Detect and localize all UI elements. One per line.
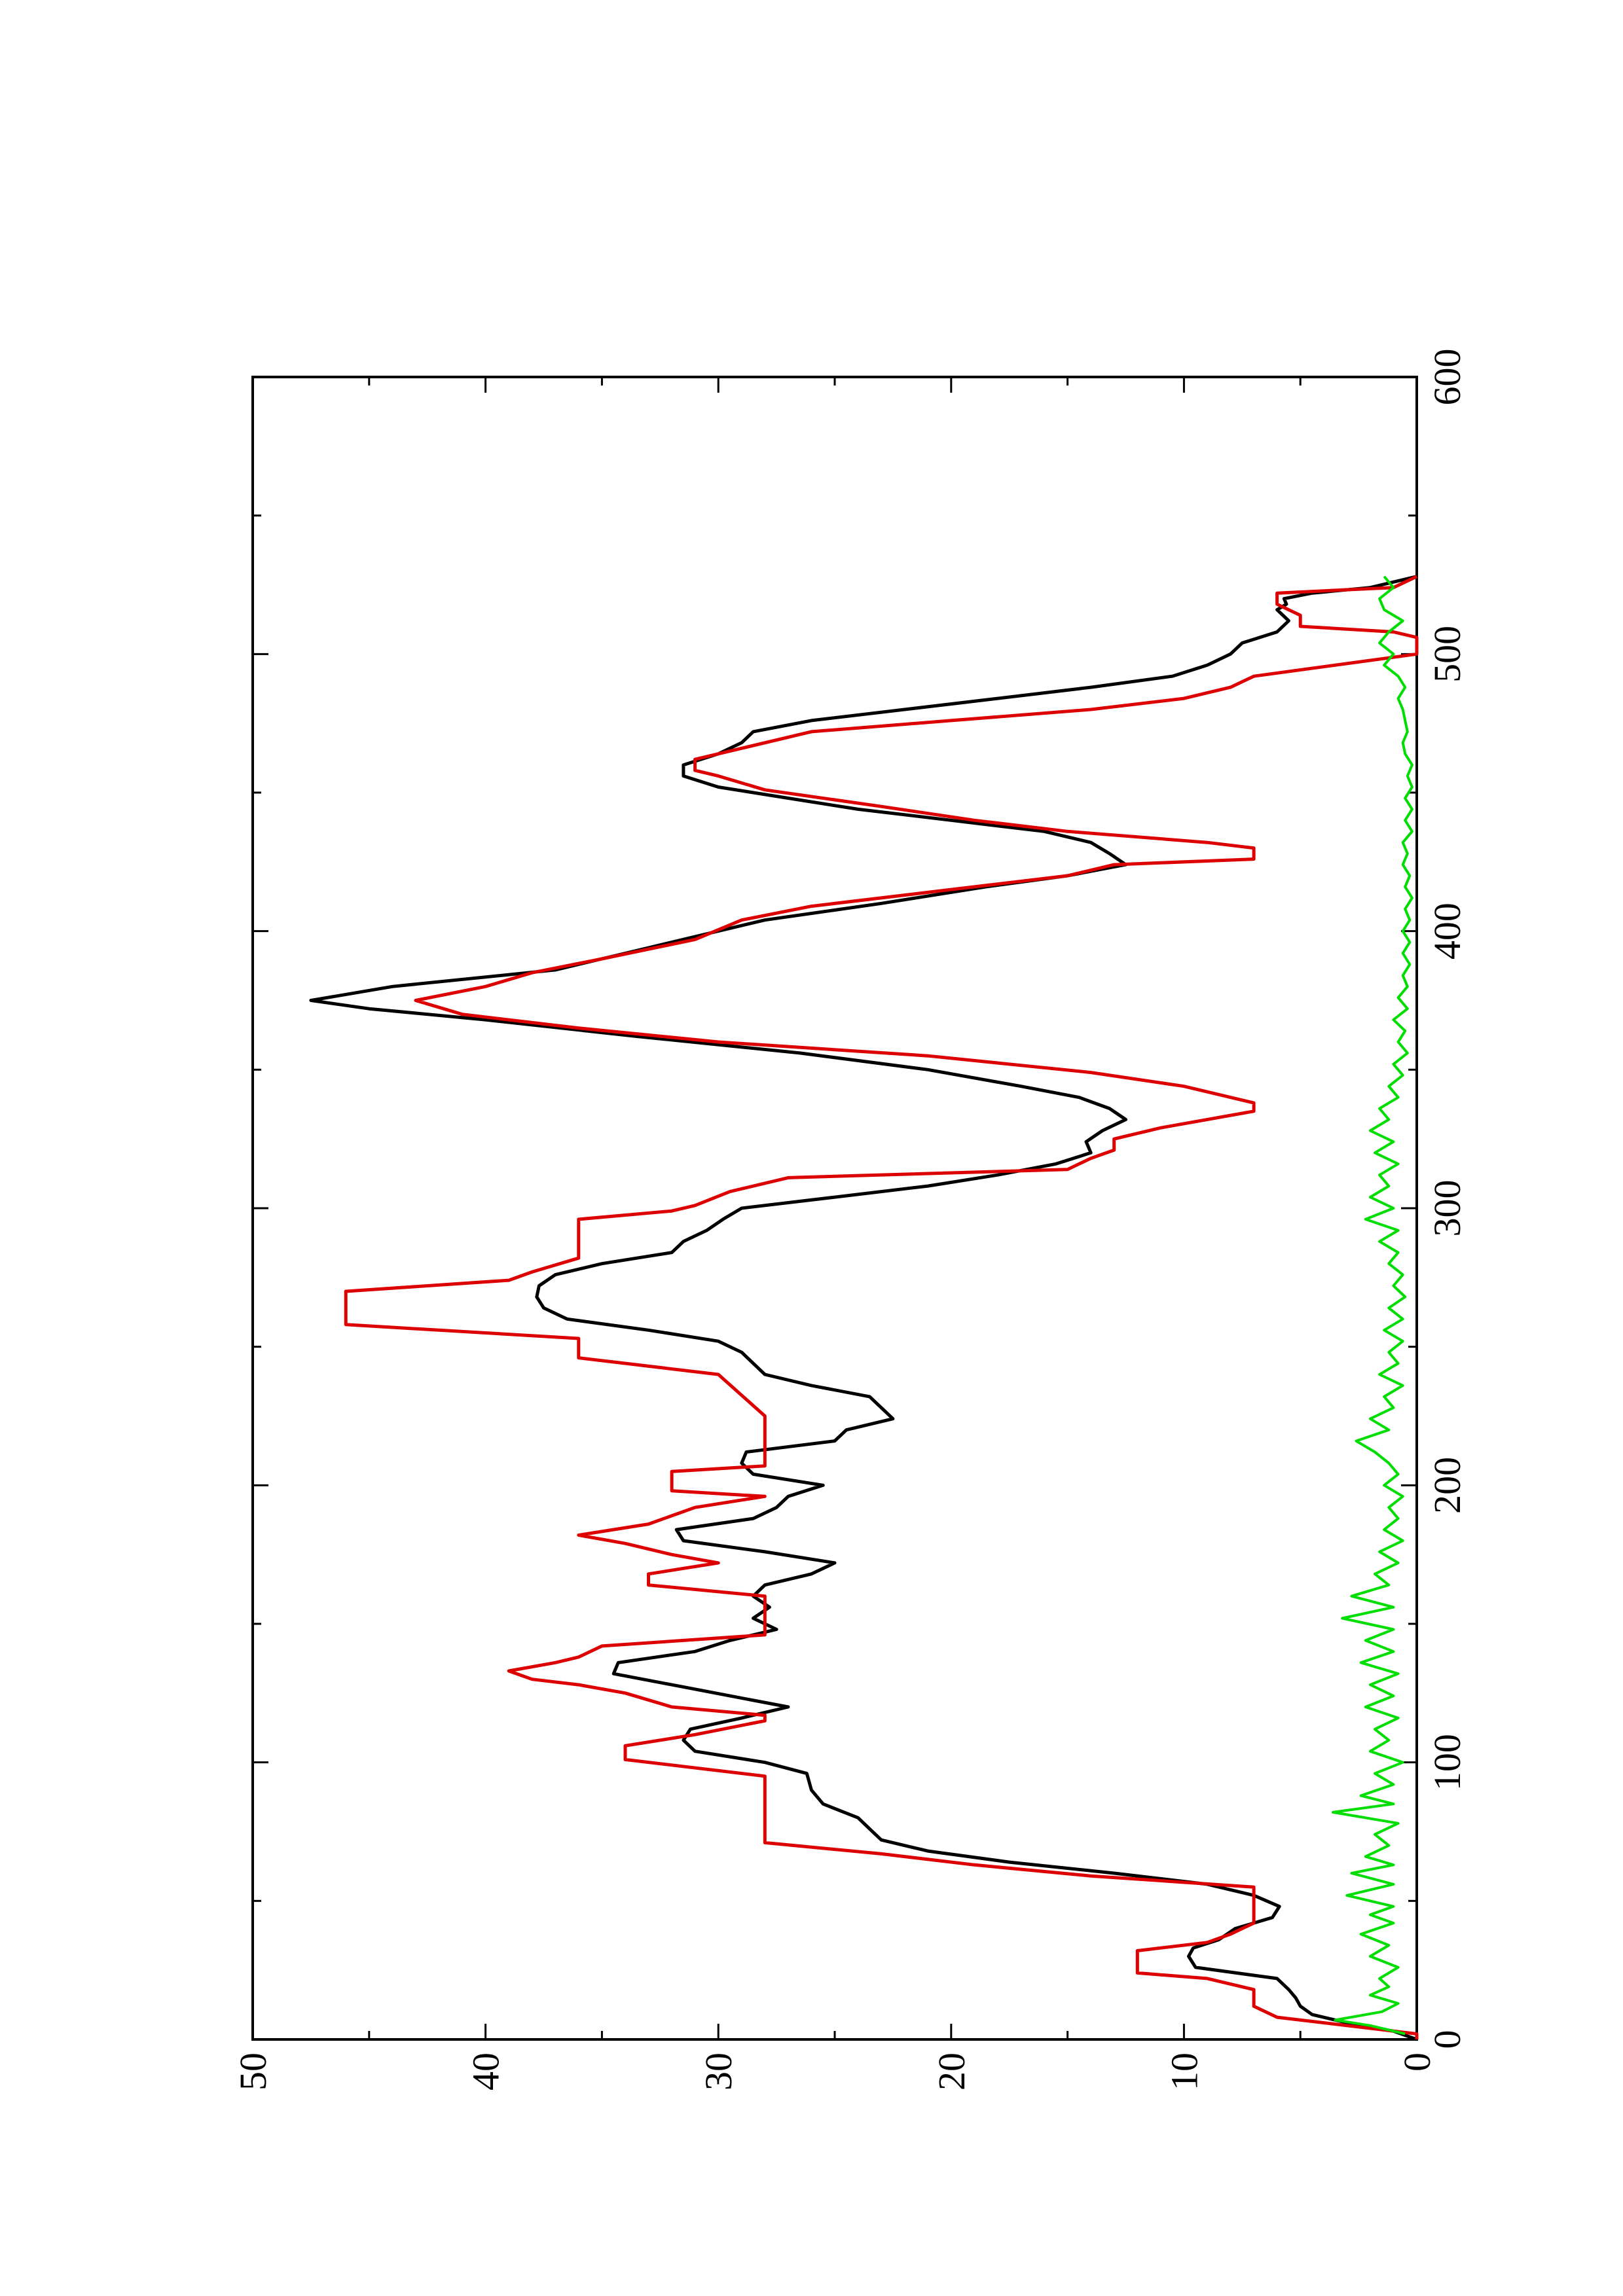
x-tick-label: 200 [1426, 1457, 1468, 1514]
y-tick-label: 10 [1163, 2053, 1205, 2090]
x-tick-label: 500 [1426, 626, 1468, 683]
y-tick-labels: 0 10 20 30 40 50 [232, 2053, 1438, 2090]
x-tick-labels: 0 100 200 300 400 500 600 [1426, 349, 1468, 2049]
series-line-2 [344, 575, 1419, 2039]
y-tick-label: 30 [697, 2053, 740, 2090]
plot-frame [251, 376, 1418, 2041]
major-ticks [251, 376, 1418, 2041]
x-tick-label: 0 [1426, 2030, 1468, 2049]
y-tick-label: 20 [930, 2053, 973, 2090]
y-tick-label: 50 [232, 2053, 274, 2090]
x-tick-label: 300 [1426, 1180, 1468, 1237]
series-line-3 [1332, 575, 1413, 2036]
x-tick-label: 100 [1426, 1734, 1468, 1791]
y-tick-label: 0 [1396, 2053, 1438, 2072]
minor-ticks [253, 377, 1417, 2039]
series-line-1 [309, 575, 1417, 2041]
series-layer [309, 575, 1419, 2041]
x-tick-label: 600 [1426, 349, 1468, 406]
y-tick-label: 40 [465, 2053, 507, 2090]
x-tick-label: 400 [1426, 903, 1468, 960]
